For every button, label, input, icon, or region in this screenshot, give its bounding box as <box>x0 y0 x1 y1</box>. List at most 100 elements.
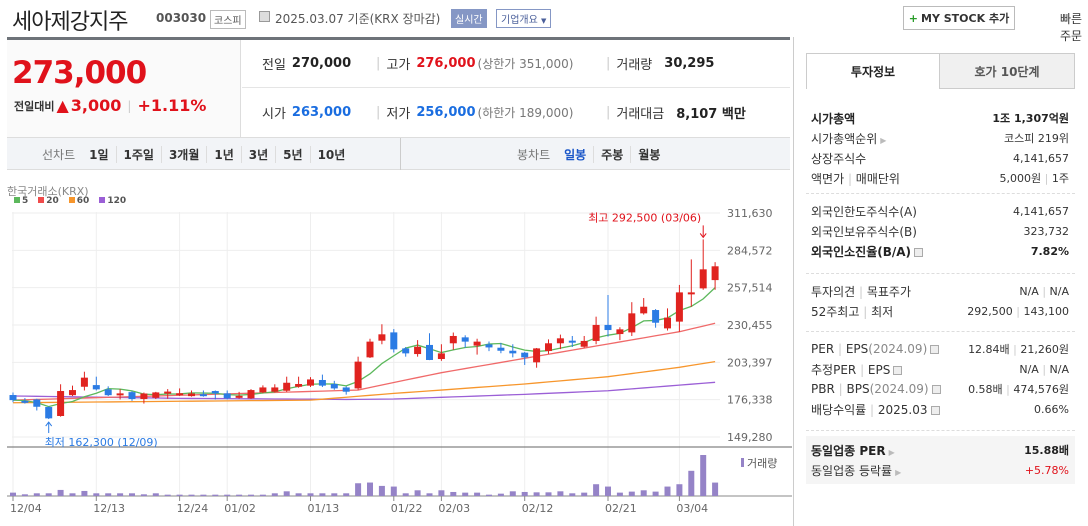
volume-bar <box>616 492 623 496</box>
candle-down <box>9 395 17 401</box>
candle-chart-label: 봉차트 <box>517 148 551 162</box>
help-icon[interactable] <box>931 385 941 394</box>
low-annotation: 최저 162,300 (12/09) <box>45 436 158 449</box>
candle-up <box>556 338 564 344</box>
candle-up <box>164 391 172 394</box>
volume-bar <box>462 492 469 496</box>
info-value: 코스피 219위 <box>1004 132 1069 145</box>
candle-down <box>652 310 660 323</box>
tab-candle-2[interactable]: 월봉 <box>630 146 667 163</box>
tab-line-3[interactable]: 1년 <box>206 146 240 163</box>
info-row: 52주최고 | 최저 292,500 | 143,100 <box>811 304 1069 319</box>
volume-label: 거래량 <box>616 58 653 73</box>
low-arrow-icon <box>45 421 53 427</box>
tab-order-book[interactable]: 호가 10단계 <box>939 53 1075 89</box>
arrow-right-icon[interactable]: ▶ <box>880 135 887 145</box>
candle-down <box>199 394 207 397</box>
volume-legend-icon <box>741 458 744 467</box>
tab-candle-1[interactable]: 주봉 <box>593 146 630 163</box>
info-label: 외국인소진율(B/A) <box>811 244 912 259</box>
divider <box>400 138 401 170</box>
volume-bar <box>509 491 516 496</box>
volume-bar <box>319 493 326 496</box>
volume-bar <box>129 493 135 496</box>
info-row: PBR | BPS(2024.09) 0.58배 | 474,576원 <box>811 382 1069 396</box>
candle-down <box>485 344 493 348</box>
candle-up <box>69 390 76 396</box>
info-row: 동일업종 등락률 ▶ +5.78% <box>811 460 1069 480</box>
prev-close: 270,000 <box>291 56 352 71</box>
tab-line-2[interactable]: 3개월 <box>160 146 206 163</box>
help-icon[interactable] <box>914 247 924 257</box>
volume-bar <box>21 494 28 496</box>
info-label: 상장주식수 <box>811 151 867 166</box>
info-value: 15.88배 <box>1024 444 1069 457</box>
quick-order-link[interactable]: 빠른주문 <box>1060 12 1083 43</box>
candle-down <box>509 350 517 354</box>
legend-ma120: 120 <box>99 196 126 206</box>
volume-bar <box>331 493 338 496</box>
info-row: 투자의견 | 목표주가 N/A | N/A <box>811 284 1069 299</box>
high-arrow-icon <box>699 233 707 239</box>
tab-line-6[interactable]: 10년 <box>309 146 353 163</box>
volume-bar <box>628 491 635 496</box>
high-annotation: 최고 292,500 (03/06) <box>588 211 701 224</box>
info-label-2: 목표주가 <box>866 284 912 299</box>
info-period: (2024.09) <box>869 382 929 396</box>
volume-bar <box>224 494 231 496</box>
volume-bar <box>652 491 659 496</box>
company-info-dropdown[interactable]: 기업개요 ▼ <box>496 9 552 28</box>
candle-down <box>21 400 29 403</box>
open-price: 263,000 <box>291 104 352 120</box>
candle-up <box>628 313 636 333</box>
info-value: 0.66% <box>1034 402 1069 416</box>
market-badge: 코스피 <box>210 10 246 29</box>
info-value: 323,732 <box>1023 224 1070 238</box>
candle-up <box>80 377 88 387</box>
stock-chart[interactable]: 311,630 284,572 257,514 230,455 203,397 176,3… <box>0 200 792 526</box>
help-icon[interactable] <box>930 345 940 354</box>
y-tick-label: 284,572 <box>727 244 773 257</box>
add-mystock-button[interactable]: + MY STOCK 추가 <box>903 6 1015 30</box>
candle-up <box>580 340 588 347</box>
tab-line-5[interactable]: 5년 <box>275 146 309 163</box>
tab-line-4[interactable]: 3년 <box>240 146 275 163</box>
candle-up <box>57 391 65 417</box>
info-label: 시가총액 <box>811 111 856 126</box>
candle-up <box>640 306 648 314</box>
volume-bar <box>605 486 611 496</box>
help-icon[interactable] <box>930 405 940 415</box>
date-value: 2025.03.07 <box>275 12 344 26</box>
calendar-icon <box>259 11 270 22</box>
volume-bar <box>45 493 52 496</box>
amount-value: 8,107 백만 <box>676 106 746 122</box>
tab-line-0[interactable]: 1일 <box>89 148 109 162</box>
info-value: N/A <box>1019 284 1039 298</box>
volume-bar <box>450 491 457 496</box>
candle-up <box>176 393 184 396</box>
realtime-button[interactable]: 실시간 <box>451 9 487 28</box>
ma60-line <box>12 360 716 404</box>
plus-icon: + <box>908 11 919 25</box>
candle-down <box>128 392 136 400</box>
info-value: 292,500 <box>967 304 1013 318</box>
tab-investment-info[interactable]: 투자정보 <box>806 53 940 89</box>
arrow-right-icon[interactable]: ▶ <box>888 447 895 457</box>
volume-bar <box>402 493 409 496</box>
volume-bar <box>236 494 243 496</box>
volume-bar <box>545 492 552 496</box>
lower-limit: (하한가 189,000) <box>477 105 574 120</box>
arrow-right-icon[interactable]: ▶ <box>895 467 902 477</box>
volume-bar <box>676 484 683 496</box>
candle-up <box>354 361 362 389</box>
tab-line-1[interactable]: 1주일 <box>115 146 161 163</box>
x-tick-label: 12/04 <box>10 502 42 515</box>
volume-bar <box>521 491 528 496</box>
x-tick-label: 01/13 <box>308 502 340 515</box>
candle-up <box>295 383 303 387</box>
info-row: 외국인한도주식수(A) 4,141,657 <box>811 201 1069 221</box>
low-label: 저가 <box>386 106 411 122</box>
tab-candle-0[interactable]: 일봉 <box>564 148 587 162</box>
help-icon[interactable] <box>893 365 903 375</box>
divider <box>806 273 1075 274</box>
